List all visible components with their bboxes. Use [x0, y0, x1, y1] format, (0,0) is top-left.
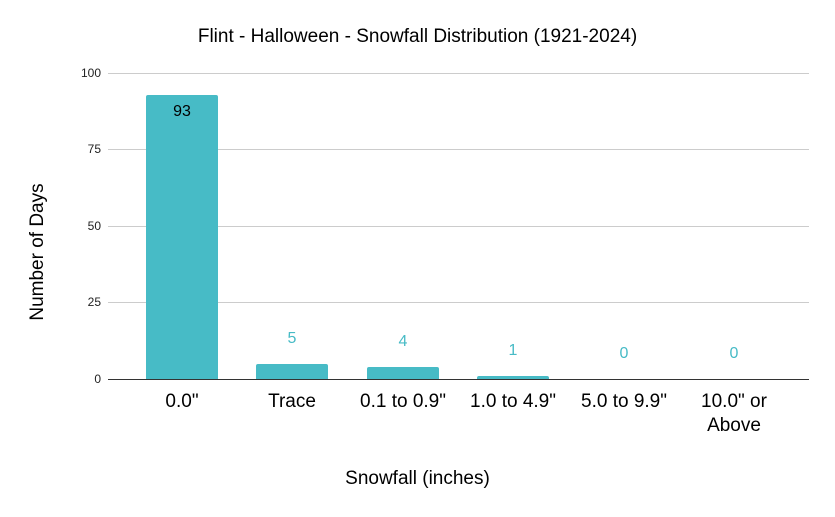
gridline-25 [108, 302, 809, 303]
data-label-1: 5 [287, 330, 297, 347]
y-axis-label: Number of Days [27, 183, 48, 321]
y-tick-25: 25 [87, 295, 101, 309]
data-label-5: 0 [729, 345, 739, 362]
bar-0-0-inches[interactable] [146, 95, 218, 379]
data-label-3: 1 [508, 342, 518, 359]
x-axis-label: Snowfall (inches) [345, 468, 490, 489]
x-tick-5-line1: 10.0" or [701, 391, 767, 412]
x-axis-line [108, 379, 809, 380]
gridline-50 [108, 226, 809, 227]
x-tick-3: 1.0 to 4.9" [470, 391, 556, 412]
bar-0-1-to-0-9[interactable] [367, 367, 439, 379]
bar-1-0-to-4-9[interactable] [477, 376, 549, 379]
x-tick-1: Trace [268, 391, 316, 412]
bar-trace[interactable] [256, 364, 328, 379]
data-label-2: 4 [398, 333, 408, 350]
data-label-4: 0 [619, 345, 629, 362]
data-label-0: 93 [173, 103, 191, 120]
y-tick-0: 0 [94, 372, 101, 386]
y-tick-75: 75 [87, 142, 101, 156]
x-tick-5: 10.0" or Above [676, 390, 792, 438]
x-tick-0: 0.0" [165, 391, 199, 412]
x-tick-4: 5.0 to 9.9" [581, 391, 667, 412]
x-tick-2: 0.1 to 0.9" [360, 391, 446, 412]
gridline-75 [108, 149, 809, 150]
y-tick-100: 100 [80, 66, 101, 80]
plot-area: 100 75 50 25 0 93 5 4 1 0 0 [81, 66, 809, 386]
gridline-100 [108, 73, 809, 74]
y-tick-50: 50 [87, 219, 101, 233]
chart-title: Flint - Halloween - Snowfall Distributio… [197, 26, 638, 47]
x-tick-5-line2: Above [707, 415, 761, 436]
